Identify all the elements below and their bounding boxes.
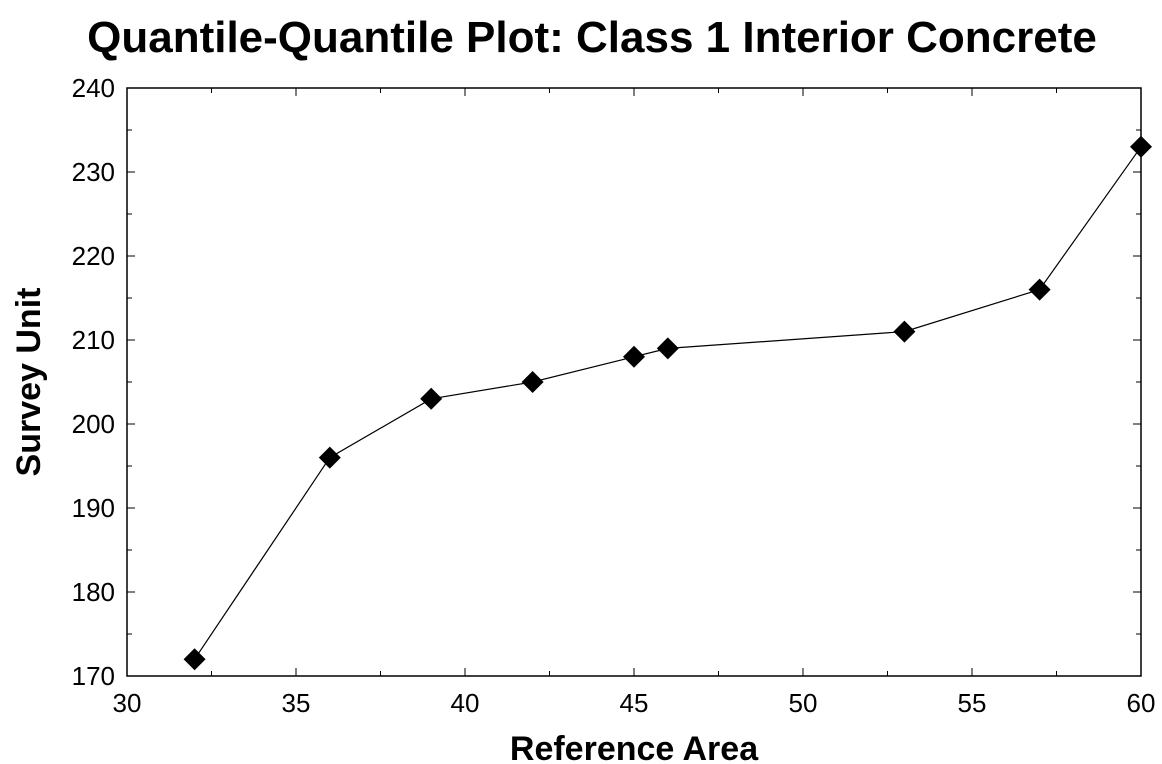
y-tick-label: 230	[72, 157, 115, 187]
y-tick-label: 190	[72, 493, 115, 523]
data-point-marker	[656, 337, 679, 360]
y-tick-label: 220	[72, 241, 115, 271]
y-tick-label: 170	[72, 661, 115, 691]
x-tick-label: 55	[958, 688, 987, 718]
data-point-marker	[1130, 135, 1152, 158]
y-tick-label: 180	[72, 577, 115, 607]
data-point-marker	[420, 387, 443, 410]
data-point-marker	[521, 371, 544, 393]
data-markers	[183, 135, 1152, 671]
x-tick-label: 45	[620, 688, 649, 718]
x-tick-label: 40	[451, 688, 480, 718]
x-tick-label: 50	[789, 688, 818, 718]
y-tick-label: 210	[72, 325, 115, 355]
y-tick-label: 240	[72, 73, 115, 103]
data-point-marker	[623, 345, 645, 368]
plot-area	[126, 87, 1142, 677]
chart-title: Quantile-Quantile Plot: Class 1 Interior…	[87, 13, 1097, 62]
x-tick-label: 60	[1127, 688, 1156, 718]
y-axis-ticks: 170 180 190 200 210 220 230 240	[72, 73, 1141, 691]
data-point-marker	[893, 320, 916, 343]
minor-ticks	[127, 88, 1141, 676]
data-point-marker	[318, 446, 341, 469]
x-axis-ticks: 30 35 40 45 50 55 60	[113, 88, 1156, 718]
x-axis-label: Reference Area	[510, 730, 759, 764]
y-tick-label: 200	[72, 409, 115, 439]
data-point-marker	[183, 648, 206, 671]
series-line	[194, 146, 1142, 660]
x-tick-label: 30	[113, 688, 142, 718]
data-point-marker	[1028, 278, 1051, 301]
x-tick-label: 35	[282, 688, 311, 718]
y-axis-label: Survey Unit	[10, 288, 48, 477]
